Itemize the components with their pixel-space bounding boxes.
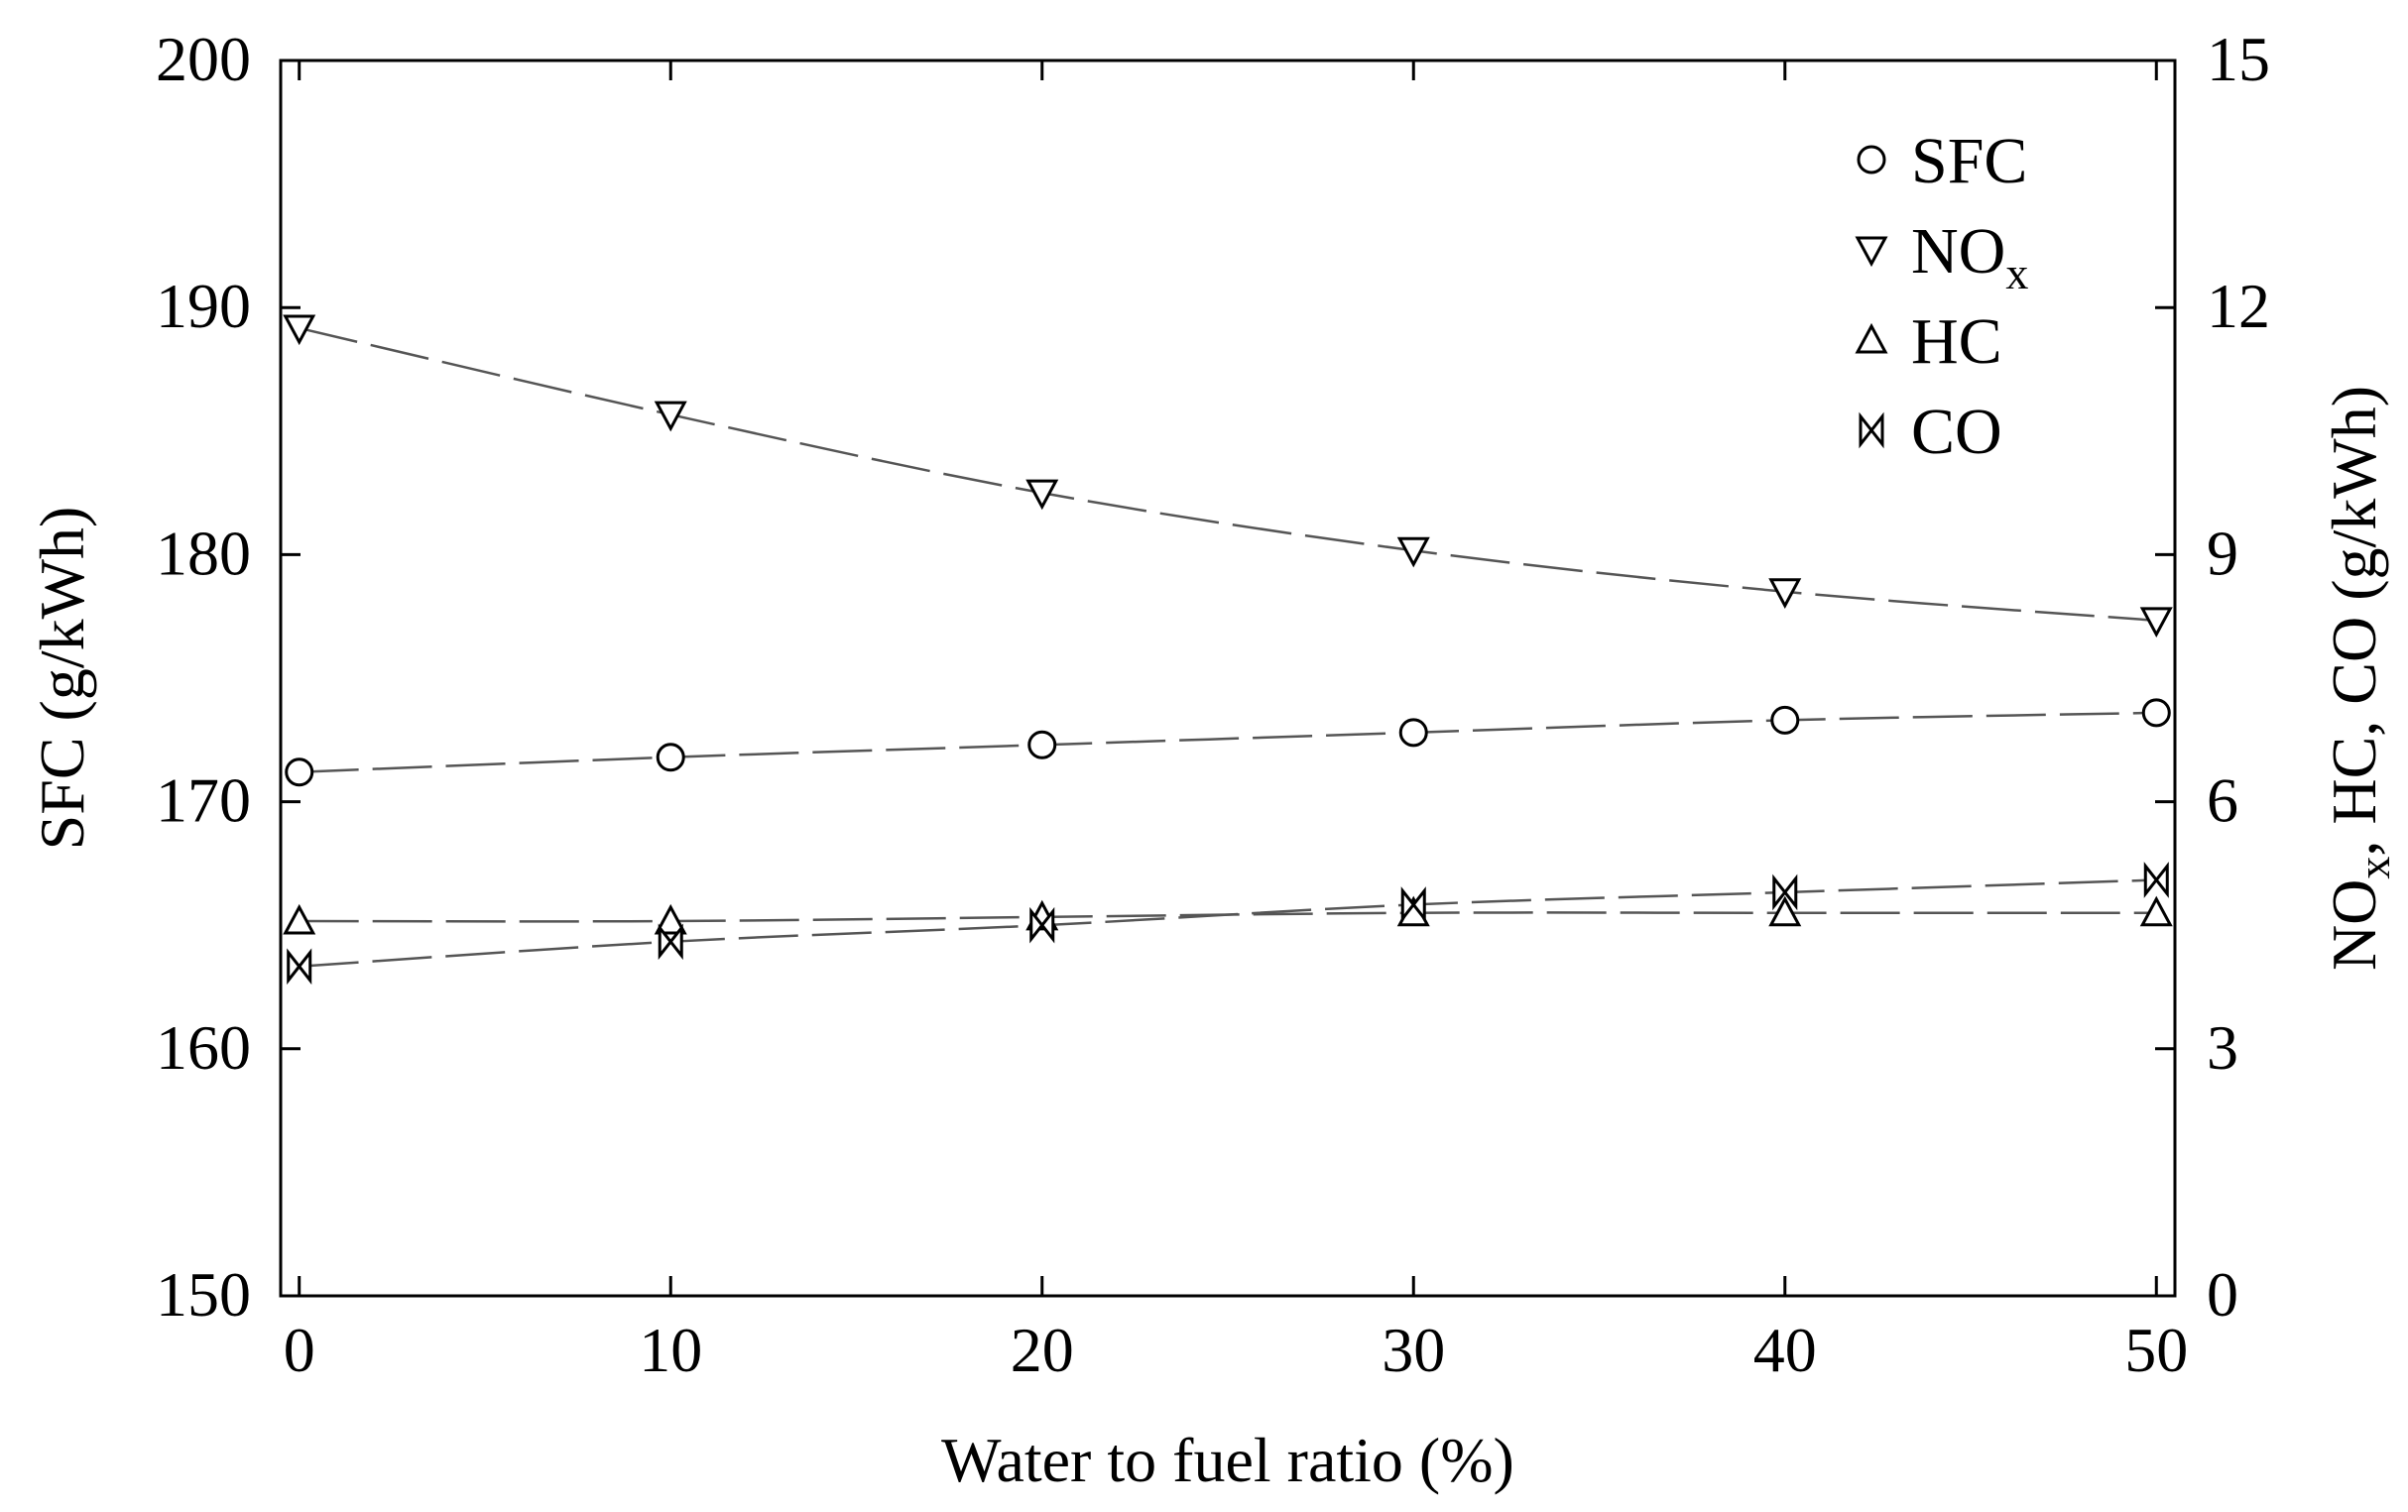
x-tick-label: 30 xyxy=(1382,1315,1445,1385)
nox-marker xyxy=(1768,578,1802,609)
sfc-marker xyxy=(1027,730,1057,759)
legend-hc-label: HC xyxy=(1911,305,2002,378)
data-markers xyxy=(283,314,2173,986)
nox-fit-line xyxy=(299,326,2157,623)
axis-ticks xyxy=(281,58,2175,1298)
nox-marker xyxy=(1025,479,1059,511)
hc-marker xyxy=(654,903,687,935)
co-marker xyxy=(658,923,683,961)
nox-marker xyxy=(283,314,316,346)
sfc-fit-line xyxy=(299,711,2157,773)
left-tick-label: 150 xyxy=(156,1259,251,1330)
left-tick-label: 200 xyxy=(156,24,251,94)
legend-hc-marker xyxy=(1855,322,1888,354)
x-tick-label: 0 xyxy=(284,1315,315,1385)
co-marker xyxy=(1029,906,1055,944)
nox-marker xyxy=(654,401,687,432)
right-tick-label: 12 xyxy=(2207,271,2270,341)
legend-nox-marker xyxy=(1855,236,1888,268)
right-tick-label: 6 xyxy=(2207,765,2238,836)
x-axis-title: Water to fuel ratio (%) xyxy=(941,1425,1514,1495)
left-tick-label: 180 xyxy=(156,518,251,588)
co-marker xyxy=(287,948,312,986)
right-axis-title-sub: x xyxy=(2348,857,2399,879)
left-tick-label: 170 xyxy=(156,765,251,836)
x-tick-label: 50 xyxy=(2124,1315,2188,1385)
legend-co-label: CO xyxy=(1911,396,2002,468)
right-axis-title: NOx, HC, CO (g/kWh) xyxy=(2319,386,2399,971)
plot-frame xyxy=(279,58,2177,1298)
right-axis-title-main: NO xyxy=(2319,879,2389,971)
sfc-marker xyxy=(1398,718,1428,748)
hc-marker xyxy=(2139,895,2173,927)
hc-marker xyxy=(1768,895,1802,927)
hc-marker xyxy=(283,903,316,935)
left-tick-label: 190 xyxy=(156,271,251,341)
right-axis-title-rest: , HC, CO (g/kWh) xyxy=(2319,386,2389,857)
right-tick-label: 15 xyxy=(2207,24,2270,94)
co-marker xyxy=(2143,862,2169,898)
legend-nox-label: NOx xyxy=(1911,215,2028,298)
right-tick-label: 3 xyxy=(2207,1012,2238,1083)
right-tick-label: 0 xyxy=(2207,1259,2238,1330)
nox-marker xyxy=(2139,607,2173,639)
co-fit-line xyxy=(299,878,2157,968)
sfc-marker xyxy=(285,757,314,787)
co-marker xyxy=(1772,873,1798,911)
right-tick-label: 9 xyxy=(2207,518,2238,588)
left-tick-label: 160 xyxy=(156,1012,251,1083)
nox-marker xyxy=(1396,536,1430,568)
sfc-marker xyxy=(2141,698,2171,728)
x-tick-label: 40 xyxy=(1753,1315,1817,1385)
legend-sfc-label: SFC xyxy=(1911,125,2027,197)
legend-sfc-marker xyxy=(1857,145,1886,174)
sfc-marker xyxy=(656,743,685,772)
co-marker xyxy=(1400,886,1426,923)
legend-co-marker xyxy=(1859,411,1884,449)
left-axis-title: SFC (g/kWh) xyxy=(27,507,97,851)
x-tick-label: 20 xyxy=(1011,1315,1074,1385)
sfc-marker xyxy=(1770,705,1800,735)
x-tick-label: 10 xyxy=(639,1315,702,1385)
tick-labels: 0 10 20 30 40 50 150 160 170 180 190 200 0 3 6 9 12 15 xyxy=(156,24,2270,1385)
fit-lines xyxy=(299,326,2157,968)
